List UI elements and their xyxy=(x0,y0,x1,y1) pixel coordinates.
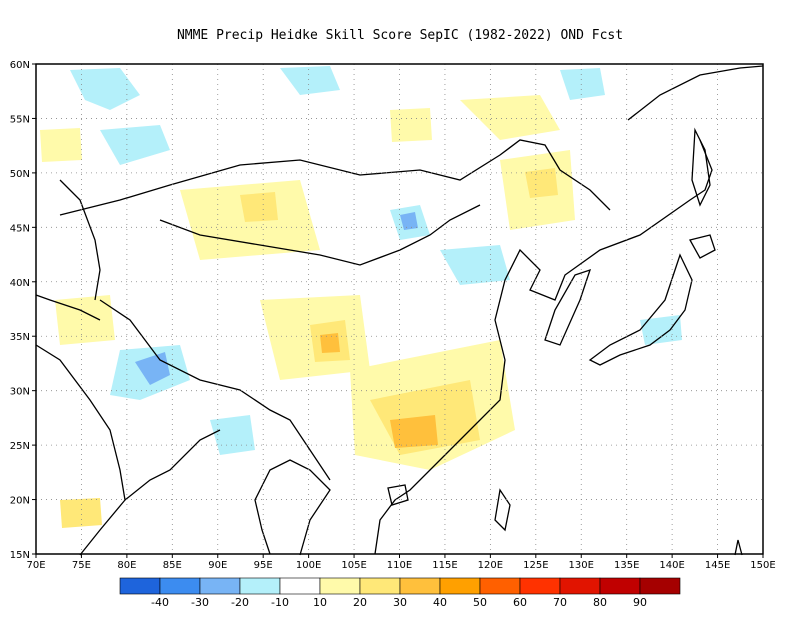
lon-tick-label: 145E xyxy=(705,560,730,571)
lat-tick-label: 20N xyxy=(10,496,30,507)
coastline-hokkaido xyxy=(689,234,716,259)
lon-tick-label: 75E xyxy=(72,560,91,571)
lon-tick-labels: 70E 75E 80E 85E 90E 95E 100E 105E 110E 115E 120E 12… xyxy=(26,554,776,571)
lat-tick-label: 35N xyxy=(10,332,30,343)
colorbar-label: 90 xyxy=(633,596,647,609)
lon-tick-label: 105E xyxy=(341,560,366,571)
coastline-taiwan xyxy=(494,488,511,532)
shade-blue-region xyxy=(560,68,605,100)
coastlines xyxy=(35,65,764,556)
lat-tick-labels: 60N 55N 50N 45N 40N 35N 30N 25N 20N 15N xyxy=(10,60,36,561)
colorbar-swatch xyxy=(439,577,481,595)
colorbar-swatch xyxy=(599,577,641,595)
colorbar-label: 20 xyxy=(353,596,367,609)
lat-tick-label: 30N xyxy=(10,387,30,398)
shade-blue-region xyxy=(70,68,140,110)
lat-tick-label: 45N xyxy=(10,223,30,234)
colorbar-label: 80 xyxy=(593,596,607,609)
lat-tick-label: 55N xyxy=(10,114,30,125)
shade-yellow-region xyxy=(390,108,432,142)
lon-tick-label: 130E xyxy=(569,560,594,571)
border-central-asia xyxy=(59,179,101,301)
colorbar-swatch xyxy=(199,577,241,595)
border-himalaya xyxy=(99,299,331,481)
coastline-hainan xyxy=(387,484,409,506)
shade-blue-region xyxy=(100,125,170,165)
colorbar-swatch xyxy=(359,577,401,595)
shade-yellow-region xyxy=(460,95,560,140)
colorbar-label: 40 xyxy=(433,596,447,609)
lon-tick-label: 125E xyxy=(523,560,548,571)
lon-tick-label: 120E xyxy=(478,560,503,571)
plot-area xyxy=(35,63,764,556)
coastline-india-west xyxy=(35,344,126,556)
colorbar-label: -10 xyxy=(271,596,289,609)
colorbar-label: 30 xyxy=(393,596,407,609)
lon-tick-label: 95E xyxy=(254,560,273,571)
shade-blue-region xyxy=(440,245,510,285)
lon-tick-label: 150E xyxy=(750,560,775,571)
chart-title: NMME Precip Heidke Skill Score SepIC (19… xyxy=(176,28,624,43)
coastline-bay-of-bengal xyxy=(124,429,221,501)
shade-yellow-region xyxy=(55,295,115,345)
lat-tick-label: 60N xyxy=(10,60,30,71)
colorbar-swatch xyxy=(639,577,681,595)
skill-shading xyxy=(40,66,682,528)
coastline-korea xyxy=(544,268,592,346)
lon-tick-label: 115E xyxy=(432,560,457,571)
border-mongolia-china xyxy=(159,204,481,266)
colorbar-labels: -40 -30 -20 -10 10 20 30 40 50 60 70 80 90 xyxy=(151,596,647,609)
shade-yellow-region xyxy=(60,498,102,528)
colorbar-label: 60 xyxy=(513,596,527,609)
colorbar-swatch xyxy=(559,577,601,595)
colorbar-label: 10 xyxy=(313,596,327,609)
shade-blue-region xyxy=(280,66,340,95)
lat-tick-label: 25N xyxy=(10,441,30,452)
lon-tick-label: 135E xyxy=(614,560,639,571)
coastline-northeast xyxy=(627,65,764,121)
coastline-philippines xyxy=(734,539,743,556)
lat-tick-label: 50N xyxy=(10,169,30,180)
colorbar xyxy=(119,577,681,595)
lon-tick-label: 140E xyxy=(659,560,684,571)
lon-tick-label: 110E xyxy=(387,560,412,571)
lon-tick-label: 70E xyxy=(26,560,45,571)
colorbar-label: -20 xyxy=(231,596,249,609)
border-afghanistan xyxy=(35,294,101,321)
colorbar-swatch xyxy=(279,577,321,595)
graticule xyxy=(36,64,763,554)
colorbar-swatch xyxy=(399,577,441,595)
shade-yellow-region xyxy=(240,192,278,222)
colorbar-label: -30 xyxy=(191,596,209,609)
colorbar-swatch xyxy=(319,577,361,595)
coastline-indochina xyxy=(254,459,331,556)
colorbar-label: 50 xyxy=(473,596,487,609)
shade-yellow-region xyxy=(525,168,558,198)
border-north xyxy=(59,139,611,216)
colorbar-swatch xyxy=(519,577,561,595)
coastline-japan xyxy=(588,253,693,366)
lat-tick-label: 40N xyxy=(10,278,30,289)
lon-tick-label: 100E xyxy=(296,560,321,571)
colorbar-swatch xyxy=(479,577,521,595)
colorbar-label: 70 xyxy=(553,596,567,609)
colorbar-swatch xyxy=(159,577,201,595)
colorbar-swatch xyxy=(119,577,161,595)
coastline-sakhalin xyxy=(691,127,711,207)
colorbar-label: -40 xyxy=(151,596,169,609)
lon-tick-label: 85E xyxy=(163,560,182,571)
colorbar-swatch xyxy=(239,577,281,595)
shade-blue-region xyxy=(640,315,682,345)
lon-tick-label: 80E xyxy=(117,560,136,571)
shade-yellow-region xyxy=(390,415,438,448)
lon-tick-label: 90E xyxy=(208,560,227,571)
lat-tick-label: 15N xyxy=(10,550,30,561)
coastline-east-asia xyxy=(374,139,713,555)
shade-yellow-region xyxy=(40,128,82,162)
shade-blue-region xyxy=(400,212,418,230)
shade-yellow-region xyxy=(320,333,340,353)
